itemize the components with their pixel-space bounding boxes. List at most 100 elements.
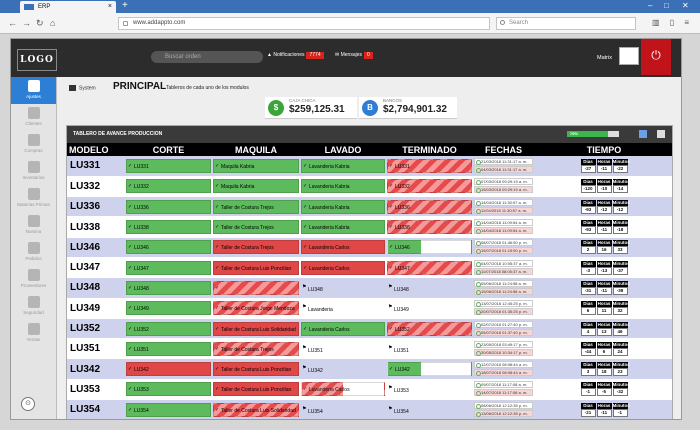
table-row[interactable]: LU349 ✓ LU349 ✓ Taller de Costura Jorge Mend… bbox=[67, 298, 672, 319]
stage-status[interactable]: ✓ Lavanderia Kabria bbox=[301, 158, 385, 173]
stage-status[interactable]: ✓ LU346 bbox=[126, 240, 211, 255]
table-row[interactable]: LU354 ✓ LU354 ✓ Taller de Costura Luis Solid… bbox=[67, 399, 672, 419]
stage-status[interactable]: ⚑ LU349 bbox=[387, 301, 472, 315]
table-row[interactable]: LU352 ✓ LU352 ✓ Taller de Costura Luis Solid… bbox=[67, 318, 672, 340]
stage-status[interactable]: ✓ Taller de Costura Luis Solidaridad bbox=[213, 402, 299, 417]
power-icon[interactable]: ⏻ bbox=[641, 39, 671, 75]
table-row[interactable]: LU338 ✓ LU338 ✓ Taller de Costura Trejos ✓ Lav… bbox=[67, 216, 672, 238]
url-bar[interactable]: www.addappto.com bbox=[118, 17, 490, 30]
stage-status[interactable]: ⚑ Lavanderia bbox=[301, 301, 385, 315]
order-search-input[interactable]: Buscar orden bbox=[151, 51, 263, 63]
stage-status[interactable]: ✓ LU336 bbox=[126, 199, 211, 214]
stage-status[interactable]: ✓ Maquila Kabria bbox=[213, 158, 299, 173]
stage-status[interactable]: ✓ Taller de Costura Luis Poncitlan bbox=[213, 382, 299, 397]
close-tab-icon[interactable]: × bbox=[107, 3, 112, 10]
sidebar-toggle-icon[interactable]: ⊙ bbox=[21, 397, 35, 411]
stage-status[interactable]: ✓ LU347 bbox=[126, 260, 211, 275]
stage-status[interactable]: ✓ Taller de Costura Luis Solidaridad bbox=[213, 321, 299, 336]
stage-status[interactable]: ⚑ LU342 bbox=[301, 362, 385, 376]
model-cell[interactable]: LU351 bbox=[67, 338, 125, 360]
stage-status[interactable]: ✓ Maquila Kabria bbox=[213, 179, 299, 194]
model-cell[interactable]: LU346 bbox=[67, 237, 125, 258]
model-cell[interactable]: LU336 bbox=[67, 196, 125, 218]
stage-status[interactable]: ✓ Taller de Costura Luis Poncitlan bbox=[213, 260, 299, 275]
stage-status[interactable]: ✓ Lavanderia Carlos bbox=[301, 260, 385, 275]
stage-status[interactable]: ✓ LU352 bbox=[387, 321, 472, 336]
stage-status[interactable]: ⚑ LU351 bbox=[301, 342, 385, 356]
avatar[interactable] bbox=[619, 47, 639, 65]
site-info-icon[interactable] bbox=[123, 21, 128, 26]
stage-status[interactable]: ⚑ LU354 bbox=[301, 403, 385, 417]
model-cell[interactable]: LU348 bbox=[67, 277, 125, 299]
stage-status[interactable]: ✓ LU354 bbox=[126, 402, 211, 417]
stage-status[interactable]: ✓ Taller de Costura Trejos bbox=[213, 240, 299, 255]
sidebar-item[interactable]: Inventarios bbox=[11, 158, 56, 185]
logo[interactable]: LOGO bbox=[17, 49, 57, 71]
sidebar-item[interactable]: Ventas bbox=[11, 320, 56, 347]
stage-status[interactable]: ⚑ LU348 bbox=[301, 281, 385, 295]
table-row[interactable]: LU342 ✓ LU342 ✓ Taller de Costura Luis Ponci… bbox=[67, 358, 672, 380]
stage-status[interactable]: ✓ LU346 bbox=[387, 240, 472, 255]
stage-status[interactable]: ✓ LU349 bbox=[126, 301, 211, 316]
table-row[interactable]: LU348 ✓ LU348 ✓ ⚑ LU348 ⚑ LU348 05/06/2018 11:24… bbox=[67, 277, 672, 299]
table-row[interactable]: LU347 ✓ LU347 ✓ Taller de Costura Luis Ponci… bbox=[67, 257, 672, 279]
model-cell[interactable]: LU353 bbox=[67, 379, 125, 401]
table-row[interactable]: LU332 ✓ LU332 ✓ Maquila Kabria ✓ Lavanderia Ka… bbox=[67, 176, 672, 198]
model-cell[interactable]: LU338 bbox=[67, 216, 125, 238]
sidebar-item[interactable]: Clientes bbox=[11, 104, 56, 131]
forward-icon[interactable]: → bbox=[22, 18, 31, 28]
stage-status[interactable]: ✓ Taller de Costura Trejos bbox=[213, 341, 299, 356]
stage-status[interactable]: ✓ Taller de Costura Trejos bbox=[213, 220, 299, 235]
new-tab-icon[interactable]: + bbox=[122, 0, 128, 11]
sidebar-item[interactable]: Materias Primas bbox=[11, 185, 56, 212]
stage-status[interactable]: ✓ Lavanderia Carlos bbox=[301, 321, 385, 336]
stage-status[interactable]: ✓ Lavanderia Kabria bbox=[301, 199, 385, 214]
stage-status[interactable]: ✓ LU336 bbox=[387, 199, 472, 214]
sidebar-item[interactable]: Pedidos bbox=[11, 239, 56, 266]
stage-status[interactable]: ✓ LU353 bbox=[126, 382, 211, 397]
minimize-icon[interactable]: – bbox=[648, 1, 653, 10]
stage-status[interactable]: ✓ Lavanderia Carlos bbox=[301, 240, 385, 255]
stage-status[interactable]: ✓ bbox=[213, 280, 299, 295]
monitor-icon[interactable] bbox=[639, 130, 647, 138]
sidebar-item[interactable]: Nomina bbox=[11, 212, 56, 239]
stage-status[interactable]: ✓ LU347 bbox=[387, 260, 472, 275]
table-row[interactable]: LU331 ✓ LU331 ✓ Maquila Kabria ✓ Lavanderia Ka… bbox=[67, 156, 672, 177]
model-cell[interactable]: LU347 bbox=[67, 257, 125, 279]
model-cell[interactable]: LU342 bbox=[67, 358, 125, 380]
table-row[interactable]: LU346 ✓ LU346 ✓ Taller de Costura Trejos ✓ Lav… bbox=[67, 237, 672, 258]
back-icon[interactable]: ← bbox=[8, 18, 17, 28]
stage-status[interactable]: ⚑ LU351 bbox=[387, 342, 472, 356]
toolbar-icons[interactable]: ▥ ▯ ≡ bbox=[652, 18, 694, 27]
user-name[interactable]: Matrix bbox=[597, 55, 612, 61]
stage-status[interactable]: ✓ LU331 bbox=[387, 158, 472, 173]
stage-status[interactable]: ✓ LU332 bbox=[387, 179, 472, 194]
reload-icon[interactable]: ↻ bbox=[36, 18, 44, 28]
sidebar-item[interactable]: Seguridad bbox=[11, 293, 56, 320]
sidebar-item[interactable]: Compras bbox=[11, 131, 56, 158]
breadcrumb[interactable]: System bbox=[69, 85, 96, 91]
sidebar-item[interactable]: Ajustes bbox=[11, 77, 56, 104]
notifications-button[interactable]: ▲ Notificaciones 7774 bbox=[267, 52, 324, 59]
table-row[interactable]: LU336 ✓ LU336 ✓ Taller de Costura Trejos ✓ Lav… bbox=[67, 196, 672, 218]
stage-status[interactable]: ✓ LU332 bbox=[126, 179, 211, 194]
model-cell[interactable]: LU332 bbox=[67, 176, 125, 198]
stage-status[interactable]: ✓ LU351 bbox=[126, 341, 211, 356]
browser-tab[interactable]: ERP × bbox=[20, 1, 116, 13]
model-cell[interactable]: LU352 bbox=[67, 318, 125, 340]
table-row[interactable]: LU353 ✓ LU353 ✓ Taller de Costura Luis Ponci… bbox=[67, 379, 672, 401]
stage-status[interactable]: ✓ Lavanderia Carlos bbox=[301, 382, 385, 397]
stage-status[interactable]: ✓ Taller de Costura Luis Poncitlan bbox=[213, 362, 299, 377]
model-cell[interactable]: LU354 bbox=[67, 399, 125, 419]
stage-status[interactable]: ✓ LU338 bbox=[387, 220, 472, 235]
stage-status[interactable]: ⚑ LU354 bbox=[387, 403, 472, 417]
browser-search-input[interactable]: Search bbox=[496, 17, 636, 30]
stage-status[interactable]: ✓ LU348 bbox=[126, 280, 211, 295]
stage-status[interactable]: ✓ Lavanderia Kabria bbox=[301, 179, 385, 194]
table-row[interactable]: LU351 ✓ LU351 ✓ Taller de Costura Trejos ⚑ LU3… bbox=[67, 338, 672, 360]
home-icon[interactable]: ⌂ bbox=[50, 18, 56, 28]
model-cell[interactable]: LU349 bbox=[67, 298, 125, 319]
maximize-icon[interactable]: □ bbox=[664, 1, 669, 10]
stage-status[interactable]: ✓ LU342 bbox=[126, 362, 211, 377]
close-window-icon[interactable]: ✕ bbox=[682, 1, 689, 10]
